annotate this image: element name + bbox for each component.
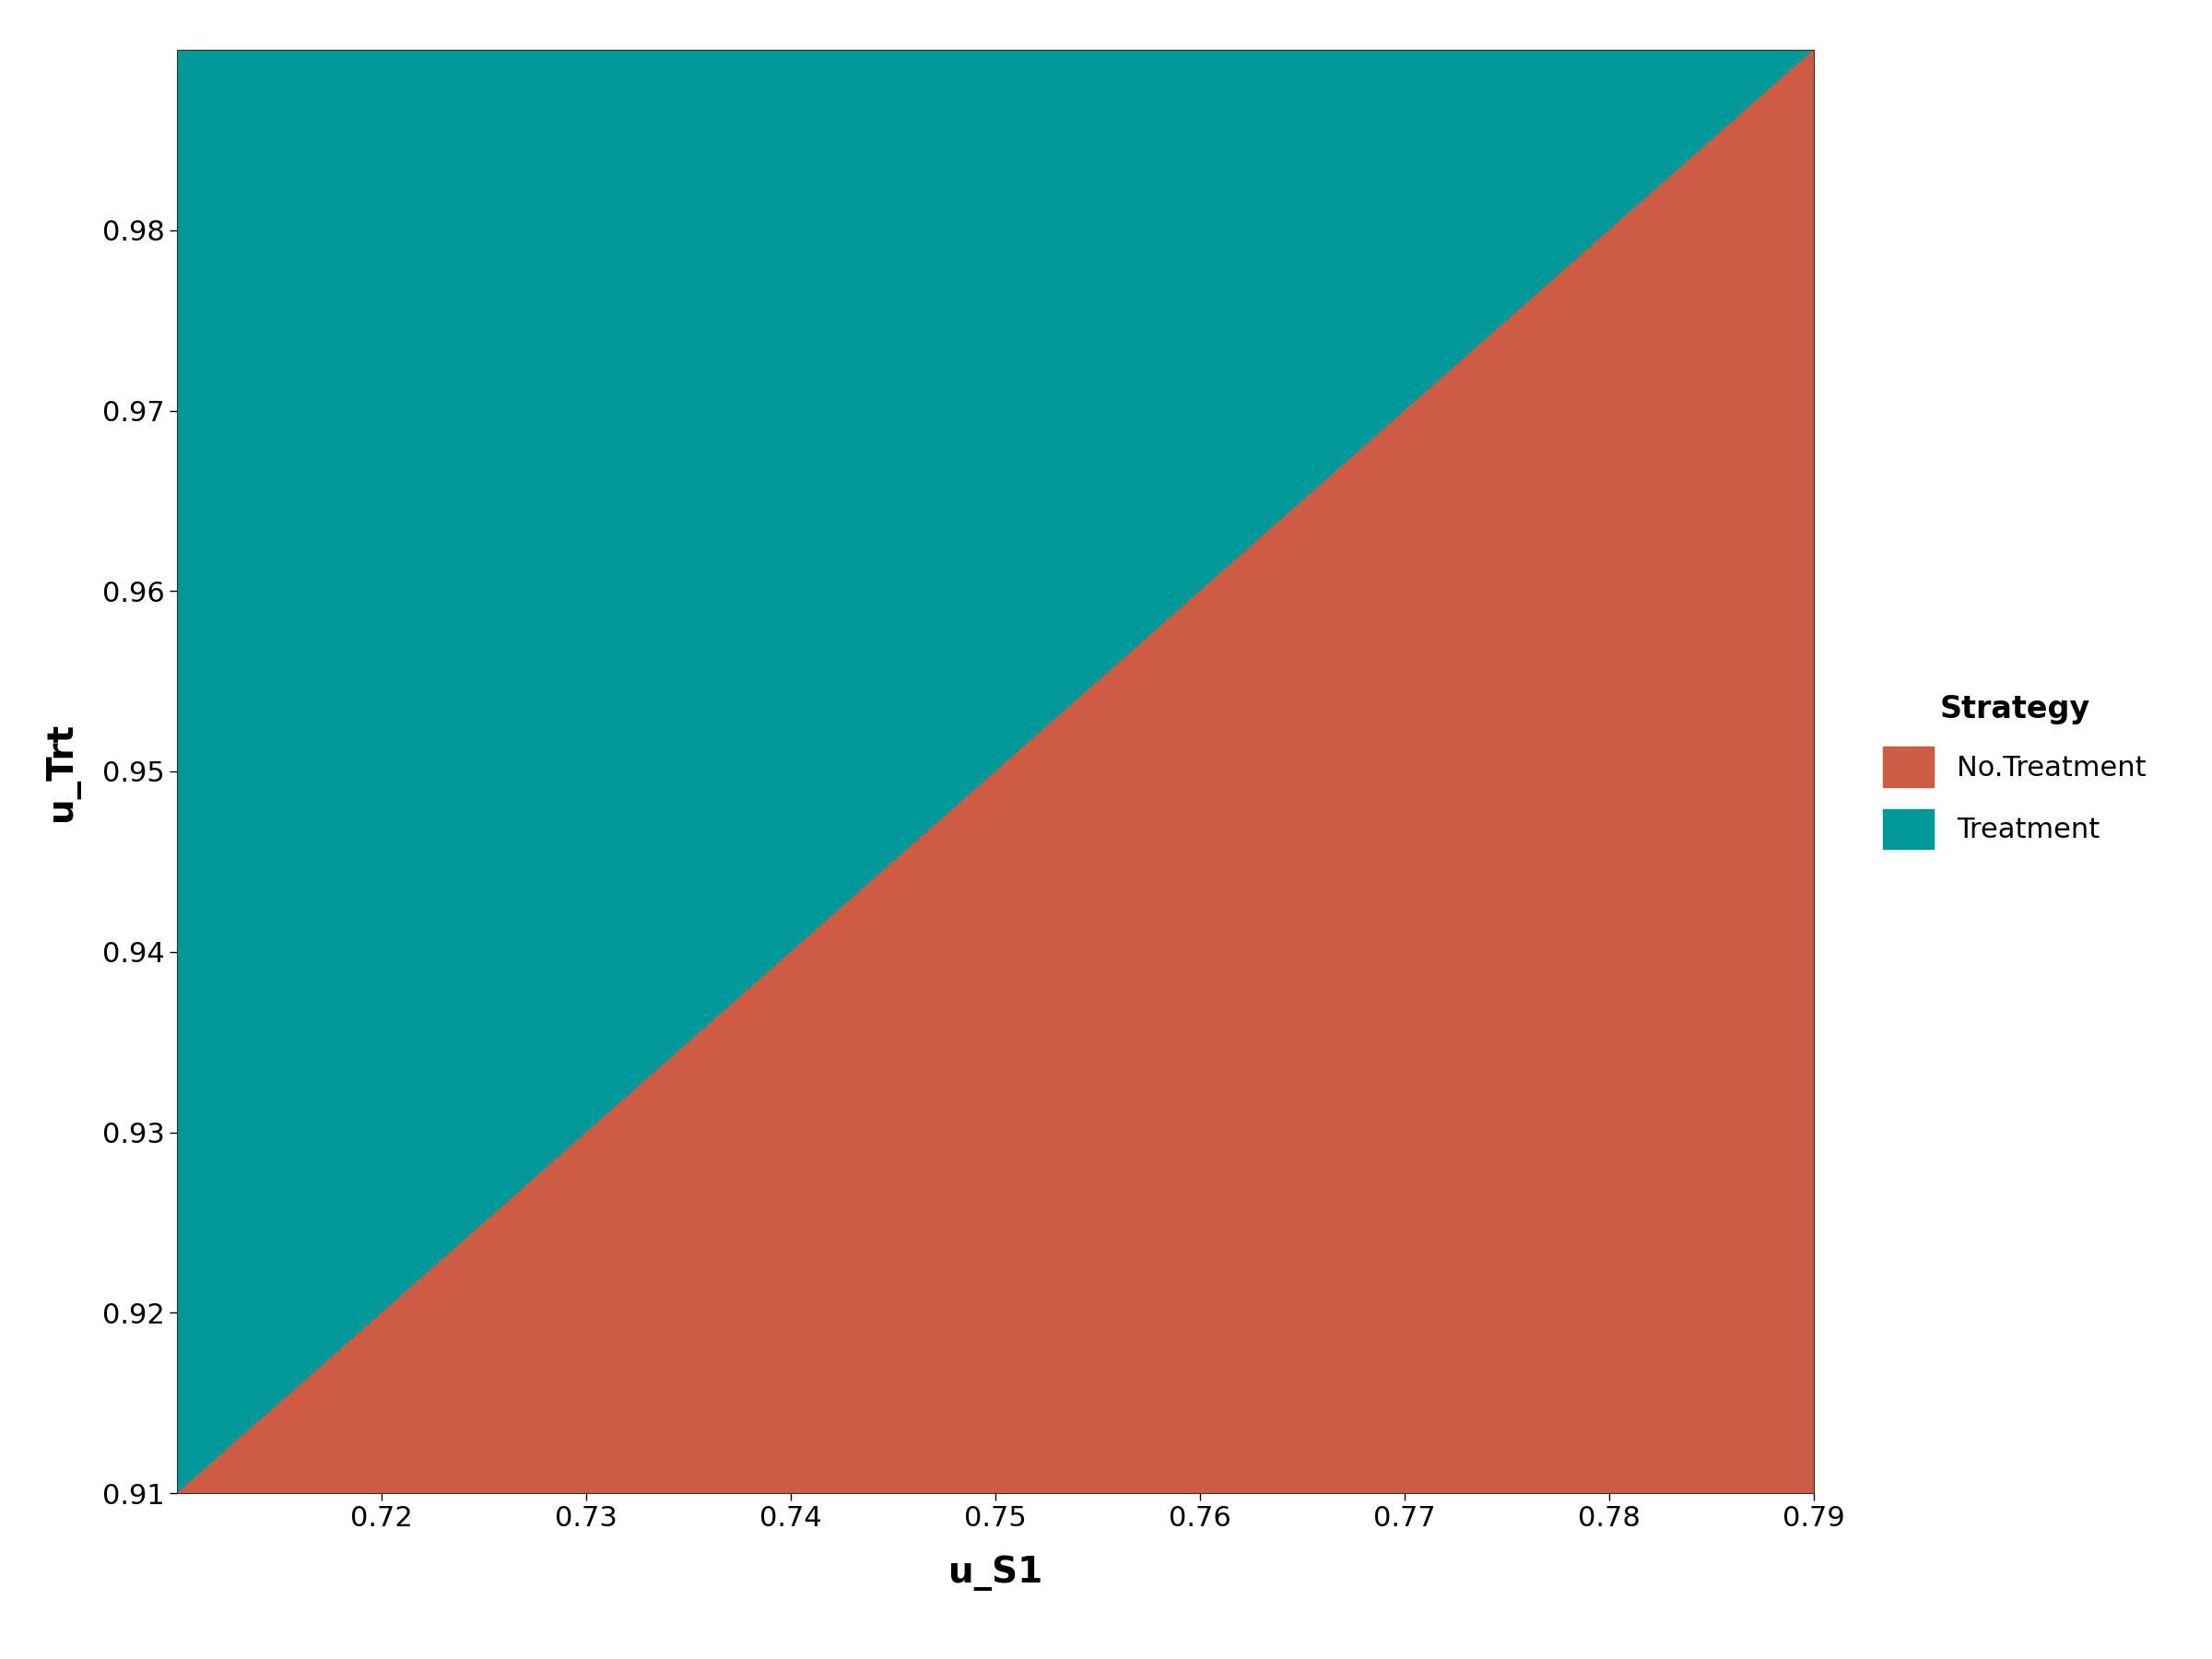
Legend: No.Treatment, Treatment: No.Treatment, Treatment [1860,672,2168,871]
Y-axis label: u_Trt: u_Trt [44,722,80,821]
X-axis label: u_S1: u_S1 [949,1554,1042,1591]
